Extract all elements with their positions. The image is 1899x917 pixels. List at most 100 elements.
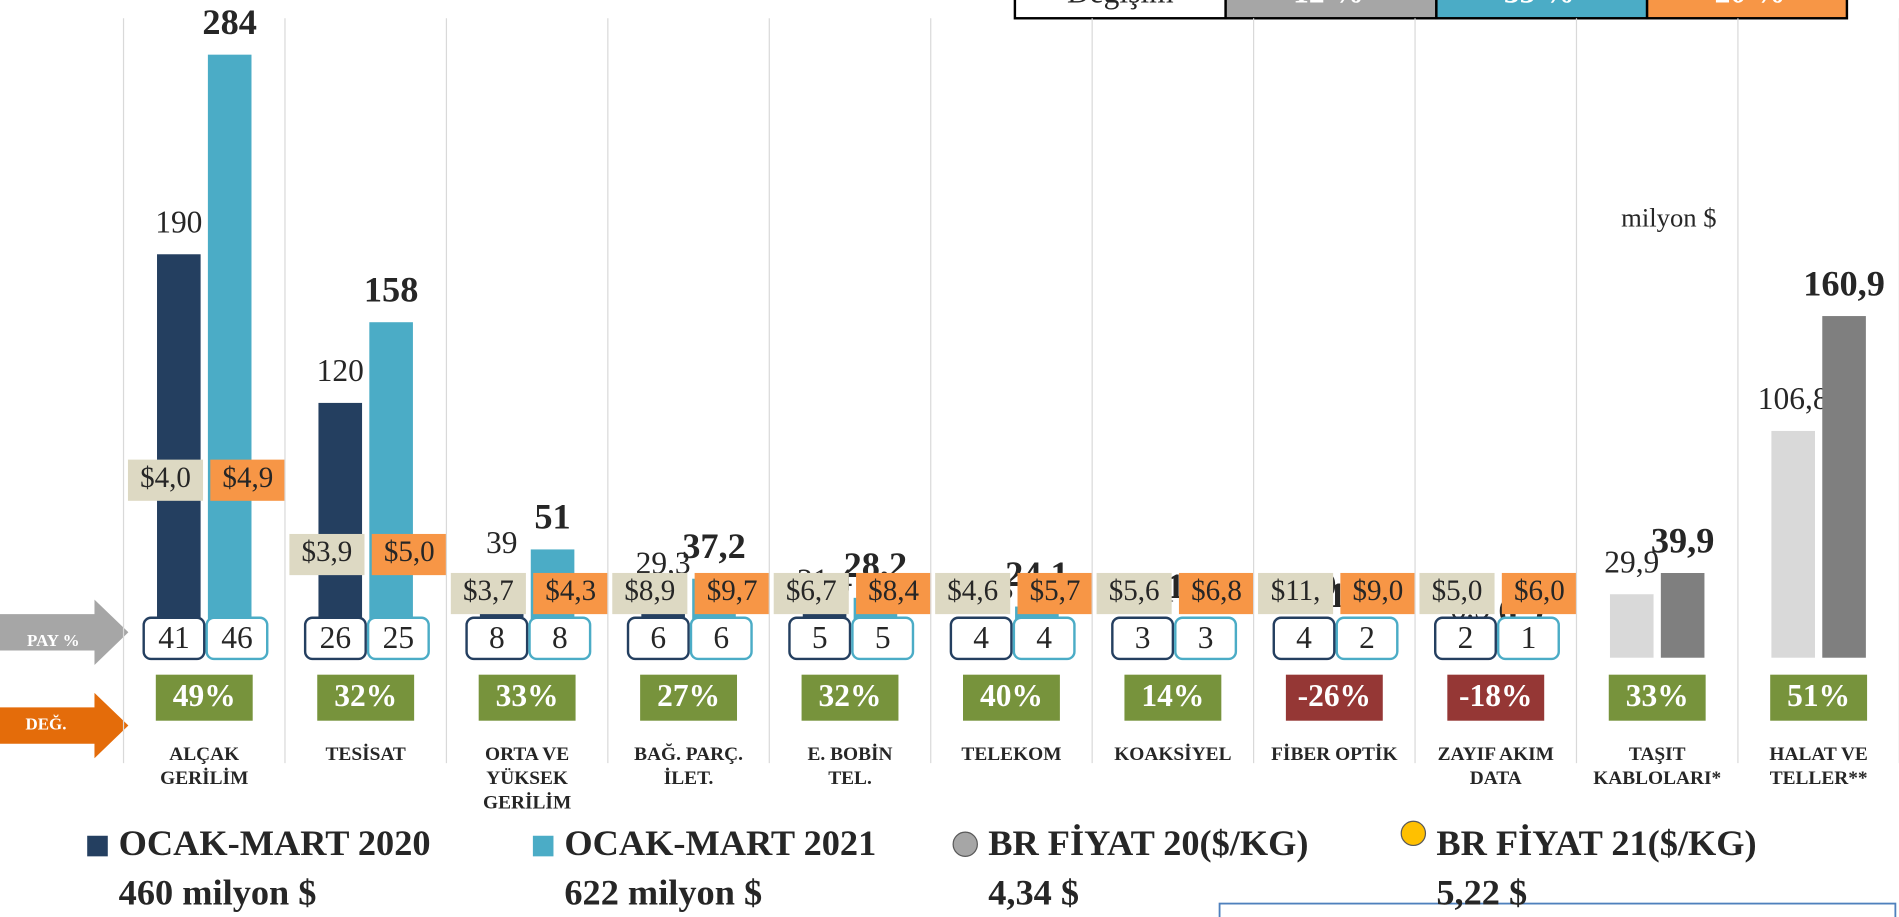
legend-label: OCAK-MART 2020 [119, 823, 431, 863]
legend-label: BR FİYAT 20($/KG) [988, 823, 1308, 863]
pay-box [1272, 616, 1336, 661]
value-label: 39 [486, 525, 517, 560]
pay-label: 2 [1458, 620, 1474, 655]
pay-label: 41 [158, 620, 189, 655]
value-label: 120 [317, 353, 364, 388]
value-label: 158 [364, 269, 419, 309]
table-value: 35 % [1504, 0, 1575, 9]
legend-swatch [532, 835, 554, 857]
price-box [1096, 572, 1172, 615]
change-box [317, 674, 415, 721]
pay-box [465, 616, 529, 661]
unit-note: milyon $ [1621, 203, 1716, 233]
pay-label: 2 [1359, 620, 1375, 655]
change-label: 51% [1787, 678, 1850, 713]
change-box [1770, 674, 1868, 721]
pay-box [205, 616, 269, 661]
value-label: 51 [534, 497, 570, 537]
pay-box [1111, 616, 1175, 661]
bar [369, 322, 413, 658]
table-value: 20 % [1715, 0, 1786, 9]
value-label: 39,9 [1651, 520, 1715, 560]
price-box [694, 572, 770, 615]
legend-total: 4,34 $ [988, 873, 1079, 913]
price-box [1501, 572, 1577, 615]
pay-box [1496, 616, 1560, 661]
pay-box [1335, 616, 1399, 661]
price-label: $9,0 [1353, 575, 1404, 607]
pay-box [1433, 616, 1497, 661]
legend-total: 460 milyon $ [119, 873, 317, 913]
price-box [1340, 572, 1416, 615]
bar [1822, 316, 1866, 658]
value-label: 160,9 [1803, 263, 1885, 303]
price-box [533, 572, 609, 615]
change-box [155, 674, 253, 721]
pay-box [142, 616, 206, 661]
price-label: $5,6 [1109, 575, 1160, 607]
price-box [289, 533, 365, 576]
pay-label: 26 [320, 620, 351, 655]
price-label: $9,7 [707, 575, 758, 607]
price-label: $4,3 [545, 575, 596, 607]
bar [1771, 430, 1816, 658]
price-label: $8,9 [624, 575, 675, 607]
change-label: 40% [980, 678, 1043, 713]
change-box [801, 674, 899, 721]
x-tick-label: ZAYIF AKIM DATA [1438, 744, 1554, 789]
price-box [127, 459, 204, 501]
pay-box [788, 616, 852, 661]
pay-box [1174, 616, 1238, 661]
price-label: $5,7 [1030, 575, 1081, 607]
legend-total: 5,22 $ [1436, 873, 1527, 913]
x-tick-label: TELEKOM [961, 744, 1061, 765]
price-label: $3,7 [463, 575, 514, 607]
x-tick-label: BAĞ. PARÇ. İLET. [634, 743, 743, 789]
change-label: 33% [1626, 678, 1689, 713]
pay-label: 46 [221, 620, 252, 655]
pay-label: 25 [383, 620, 414, 655]
table-value: 12 % [1293, 0, 1364, 9]
pay-box [303, 616, 367, 661]
pay-label: 6 [713, 620, 729, 655]
price-label: $4,6 [947, 575, 998, 607]
x-tick-label: HALAT VE TELLER** [1769, 744, 1867, 789]
price-label: $11, [1271, 575, 1321, 607]
x-tick-label: KOAKSİYEL [1114, 744, 1231, 765]
price-label: $3,9 [302, 536, 353, 568]
pay-label: 4 [973, 620, 989, 655]
x-tick-label: TESİSAT [326, 744, 406, 765]
change-box [1447, 674, 1545, 721]
pay-label: 3 [1135, 620, 1151, 655]
price-label: $6,8 [1191, 575, 1242, 607]
table-cell [1435, 0, 1649, 20]
price-box [1419, 572, 1495, 615]
pay-label: 8 [489, 620, 505, 655]
legend-swatch [1400, 820, 1427, 847]
pay-label: 1 [1521, 620, 1537, 655]
bar [1609, 594, 1654, 658]
x-tick-label: TAŞIT KABLOLARI* [1593, 744, 1721, 789]
change-box [1608, 674, 1706, 721]
table-label: Değişim [1067, 0, 1174, 9]
legend-label: OCAK-MART 2021 [564, 823, 876, 863]
change-label: -26% [1298, 678, 1371, 713]
change-box [640, 674, 738, 721]
price-label: $4,9 [222, 462, 273, 494]
value-label: 106,8 [1758, 381, 1829, 416]
table-cell [1013, 0, 1227, 20]
pay-label: 5 [812, 620, 828, 655]
pay-box [689, 616, 753, 661]
pay-label: 6 [650, 620, 666, 655]
price-label: $6,0 [1514, 575, 1565, 607]
price-label: $6,7 [786, 575, 837, 607]
legend-total: 622 milyon $ [564, 873, 762, 913]
change-label: 32% [819, 678, 882, 713]
price-box [935, 572, 1011, 615]
change-box [1124, 674, 1222, 721]
pay-label: 4 [1036, 620, 1052, 655]
value-label: 190 [155, 204, 202, 239]
x-tick-label: FİBER OPTİK [1271, 744, 1397, 765]
price-box [773, 572, 849, 615]
price-box [1258, 572, 1334, 615]
